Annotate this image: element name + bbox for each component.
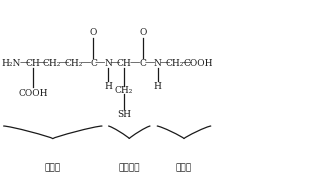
Text: C: C — [140, 58, 147, 68]
Text: COOH: COOH — [18, 89, 48, 98]
Text: C: C — [90, 58, 97, 68]
Text: SH: SH — [117, 110, 131, 119]
Text: H: H — [104, 82, 112, 91]
Text: —: — — [20, 58, 30, 68]
Text: —: — — [110, 58, 120, 68]
Text: 甸氨酸: 甸氨酸 — [176, 163, 192, 172]
Text: —: — — [59, 58, 69, 68]
Text: —: — — [130, 58, 140, 68]
Text: N: N — [154, 58, 162, 68]
Text: O: O — [139, 28, 147, 37]
Text: —: — — [181, 58, 191, 68]
Text: N: N — [104, 58, 112, 68]
Text: —: — — [144, 58, 155, 68]
Text: COOH: COOH — [183, 58, 212, 68]
Text: 谷氨酸: 谷氨酸 — [45, 163, 61, 172]
Text: H: H — [154, 82, 162, 91]
Text: CH₂: CH₂ — [43, 58, 61, 68]
Text: CH₂: CH₂ — [64, 58, 83, 68]
Text: H₂N: H₂N — [2, 58, 21, 68]
Text: CH: CH — [117, 58, 132, 68]
Text: —: — — [37, 58, 48, 68]
Text: —: — — [160, 58, 170, 68]
Text: —: — — [80, 58, 91, 68]
Text: —: — — [95, 58, 105, 68]
Text: CH₂: CH₂ — [165, 58, 184, 68]
Text: CH₂: CH₂ — [115, 86, 133, 95]
Text: 半胱氨酸: 半胱氨酸 — [118, 163, 140, 172]
Text: O: O — [90, 28, 97, 37]
Text: CH: CH — [26, 58, 40, 68]
